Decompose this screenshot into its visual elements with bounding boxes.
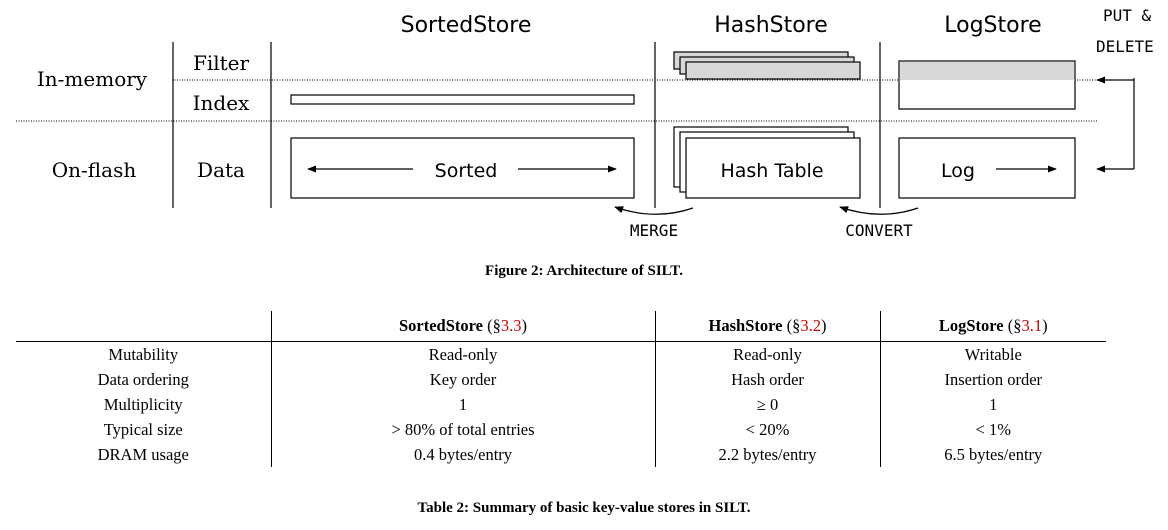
table-header-row: SortedStore (§3.3) HashStore (§3.2) LogS… xyxy=(16,311,1106,342)
sortedstore-cell: 1 xyxy=(270,392,655,417)
merge-arrow xyxy=(614,206,694,215)
hash-table-label: Hash Table xyxy=(720,160,823,182)
data-label: Data xyxy=(197,158,245,182)
hashstore-data-stack xyxy=(673,126,861,199)
sortedstore-cell: 0.4 bytes/entry xyxy=(270,442,655,467)
table-row: Typical size > 80% of total entries < 20… xyxy=(16,417,1106,442)
sortedstore-data-box xyxy=(290,137,635,199)
convert-arrow xyxy=(839,206,919,215)
put-delete-label-line1: PUT & xyxy=(1103,6,1152,25)
table-header-empty xyxy=(16,311,271,342)
row-label: Typical size xyxy=(103,420,183,439)
logstore-cell: Insertion order xyxy=(879,367,1106,392)
table-row: DRAM usage 0.4 bytes/entry 2.2 bytes/ent… xyxy=(16,442,1106,467)
index-label: Index xyxy=(193,91,250,115)
logstore-filter-shade xyxy=(899,61,1075,80)
logstore-cell: Writable xyxy=(879,341,1106,367)
silt-architecture-figure: SortedStore HashStore LogStore PUT & DEL… xyxy=(16,6,1154,240)
logstore-header: LogStore xyxy=(944,13,1041,38)
header-hashstore: HashStore (§3.2) xyxy=(654,311,880,342)
table-row: Data ordering Key order Hash order Inser… xyxy=(16,367,1106,392)
row-label: DRAM usage xyxy=(97,445,189,464)
merge-label: MERGE xyxy=(630,221,678,240)
figure-caption: Figure 2: Architecture of SILT. xyxy=(485,263,683,279)
log-box-label: Log xyxy=(941,160,975,182)
put-delete-label-line2: DELETE xyxy=(1096,37,1154,56)
sorted-box-label: Sorted xyxy=(435,160,498,182)
header-sortedstore: SortedStore (§3.3) xyxy=(270,311,655,342)
filter-label: Filter xyxy=(193,51,250,75)
on-flash-label: On-flash xyxy=(52,158,137,182)
row-label: Multiplicity xyxy=(103,395,183,414)
hashstore-filter-stack xyxy=(673,51,861,80)
hashstore-cell: Hash order xyxy=(654,367,880,392)
hashstore-cell: 2.2 bytes/entry xyxy=(654,442,880,467)
sortedstore-index-bar xyxy=(290,94,635,105)
sortedstore-header: SortedStore xyxy=(401,13,532,38)
table-row: Multiplicity 1 ≥ 0 1 xyxy=(16,392,1106,417)
logstore-cell: 6.5 bytes/entry xyxy=(879,442,1106,467)
hashstore-cell: Read-only xyxy=(654,341,880,367)
hashstore-cell: ≥ 0 xyxy=(654,392,880,417)
sortedstore-cell: > 80% of total entries xyxy=(270,417,655,442)
table-row: Mutability Read-only Read-only Writable xyxy=(16,341,1106,367)
convert-label: CONVERT xyxy=(845,221,913,240)
in-memory-label: In-memory xyxy=(37,67,148,91)
hashstore-header: HashStore xyxy=(714,13,828,38)
row-label: Data ordering xyxy=(97,370,189,389)
sortedstore-cell: Read-only xyxy=(270,341,655,367)
stores-summary-table: SortedStore (§3.3) HashStore (§3.2) LogS… xyxy=(16,311,1106,467)
logstore-data-box xyxy=(898,137,1076,199)
row-label: Mutability xyxy=(108,345,179,364)
hashstore-cell: < 20% xyxy=(654,417,880,442)
sortedstore-cell: Key order xyxy=(270,367,655,392)
logstore-cell: 1 xyxy=(879,392,1106,417)
header-logstore: LogStore (§3.1) xyxy=(879,311,1106,342)
table-caption: Table 2: Summary of basic key-value stor… xyxy=(417,500,751,516)
logstore-cell: < 1% xyxy=(879,417,1106,442)
